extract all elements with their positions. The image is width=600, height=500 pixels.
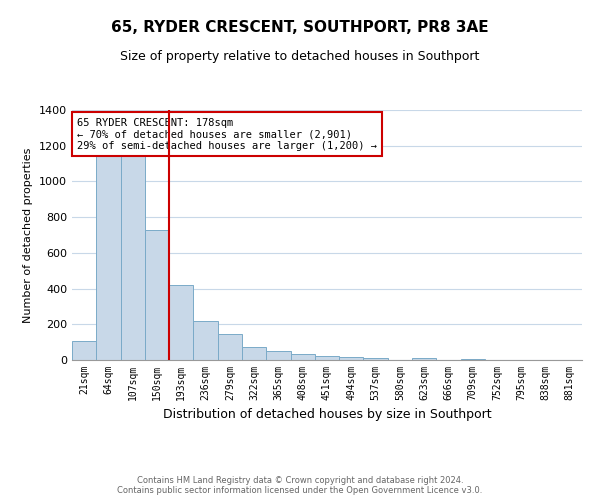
Bar	[96, 153, 121, 360]
Text: Size of property relative to detached houses in Southport: Size of property relative to detached ho…	[121, 50, 479, 63]
Bar	[72, 341, 96, 360]
Bar	[218, 334, 242, 360]
Text: 65, RYDER CRESCENT, SOUTHPORT, PR8 3AE: 65, RYDER CRESCENT, SOUTHPORT, PR8 3AE	[111, 20, 489, 35]
Bar	[339, 358, 364, 360]
Y-axis label: Number of detached properties: Number of detached properties	[23, 148, 34, 322]
Text: Contains HM Land Registry data © Crown copyright and database right 2024.
Contai: Contains HM Land Registry data © Crown c…	[118, 476, 482, 495]
Bar	[461, 358, 485, 360]
Text: 65 RYDER CRESCENT: 178sqm
← 70% of detached houses are smaller (2,901)
29% of se: 65 RYDER CRESCENT: 178sqm ← 70% of detac…	[77, 118, 377, 150]
Bar	[266, 351, 290, 360]
Bar	[412, 358, 436, 360]
Bar	[193, 320, 218, 360]
Bar	[315, 356, 339, 360]
Bar	[364, 358, 388, 360]
Bar	[242, 346, 266, 360]
Bar	[145, 230, 169, 360]
X-axis label: Distribution of detached houses by size in Southport: Distribution of detached houses by size …	[163, 408, 491, 422]
Bar	[290, 354, 315, 360]
Bar	[169, 285, 193, 360]
Bar	[121, 153, 145, 360]
